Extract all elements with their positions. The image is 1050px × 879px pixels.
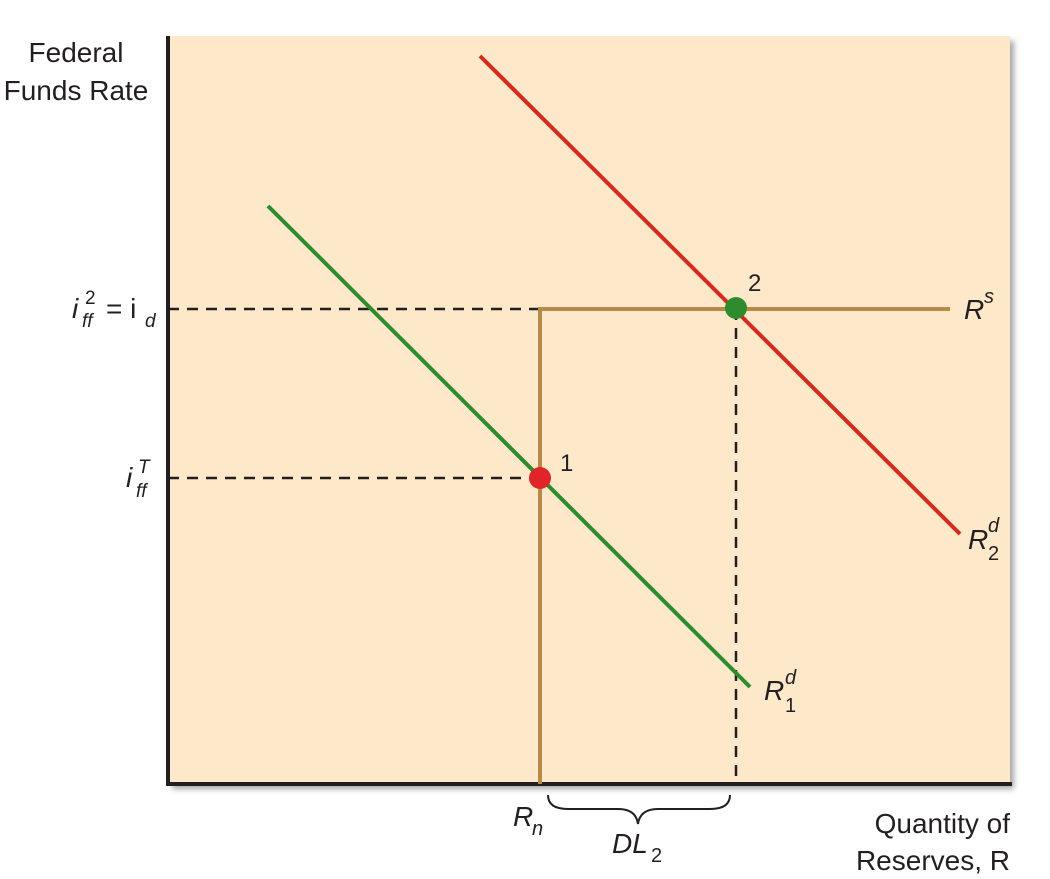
demand-curve-1	[266, 204, 752, 689]
y-tick-upper-rest: = i	[106, 293, 136, 324]
x-tick-rn-sub: n	[532, 818, 543, 840]
y-tick-lower-main: i	[126, 462, 133, 493]
x-tick-rn-main: R	[513, 801, 533, 832]
x-tick-rn: R n	[513, 801, 543, 840]
supply-label-main: R	[964, 294, 984, 325]
dl-brace	[547, 794, 731, 825]
supply-label-sup: s	[984, 286, 994, 308]
x-axis-title-line2: Reserves, R	[856, 845, 1010, 876]
demand-curve-2-label: R d 2	[968, 515, 1000, 565]
x-axis-title-line1: Quantity of	[875, 808, 1011, 839]
y-tick-upper-main: i	[72, 293, 79, 324]
supply-curve	[538, 307, 950, 784]
y-tick-upper-sub: ff	[82, 311, 94, 332]
y-tick-lower-sub: ff	[136, 481, 148, 502]
supply-curve-label: R s	[964, 286, 994, 325]
demand1-label-sup: d	[785, 667, 797, 689]
point-1-label: 1	[560, 450, 573, 477]
demand-curve-2	[478, 54, 962, 536]
demand2-label-main: R	[968, 524, 988, 555]
x-tick-dl-main: DL	[612, 828, 648, 859]
demand1-label-sub: 1	[785, 695, 796, 717]
y-tick-upper-rate: i 2 ff = i d	[72, 288, 157, 332]
y-tick-upper-rest-sub: d	[145, 311, 157, 332]
demand1-label-main: R	[764, 675, 784, 706]
y-axis-title-line2: Funds Rate	[4, 75, 149, 106]
x-tick-dl: DL 2	[612, 828, 662, 867]
demand2-label-sub: 2	[988, 543, 999, 565]
point-2-label: 2	[748, 270, 761, 297]
y-tick-lower-sup: T	[138, 457, 151, 478]
y-tick-upper-sup: 2	[85, 288, 96, 309]
x-tick-dl-sub: 2	[651, 845, 662, 867]
demand-curve-1-label: R d 1	[764, 667, 797, 717]
equilibrium-point-2	[725, 297, 747, 319]
demand2-label-sup: d	[988, 515, 1000, 537]
y-axis-title-line1: Federal	[29, 37, 124, 68]
equilibrium-point-1	[529, 467, 551, 489]
plot-area	[168, 36, 1010, 784]
y-tick-lower-rate: i T ff	[126, 457, 151, 502]
